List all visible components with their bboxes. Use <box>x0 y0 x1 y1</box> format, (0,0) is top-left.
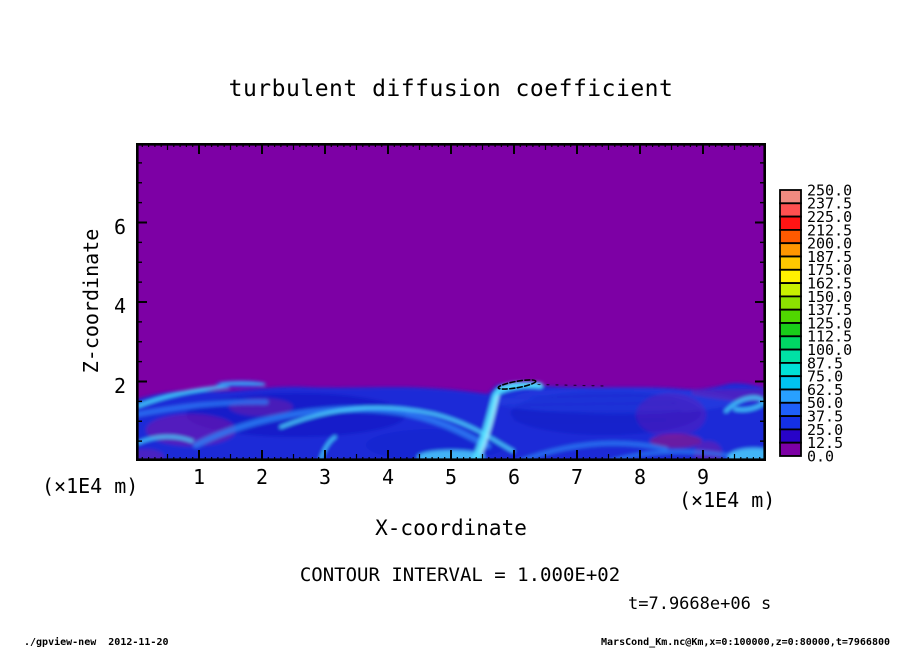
colorbar-cell <box>779 375 802 391</box>
x-tick-label: 1 <box>192 465 206 489</box>
turbulent-layer <box>136 380 766 461</box>
colorbar-cell <box>779 295 802 311</box>
colorbar-cell <box>779 255 802 271</box>
colorbar: 250.0237.5225.0212.5200.0187.5175.0162.5… <box>779 182 852 465</box>
colorbar-cell <box>779 215 802 231</box>
y-tick-label: 2 <box>113 373 126 398</box>
colorbar-cell <box>779 401 802 418</box>
x-tick-label: 7 <box>570 465 584 489</box>
colorbar-level-label: 162.5 <box>807 275 852 293</box>
footer-command-stamp: ./gpview-new 2012-11-20 <box>24 637 169 648</box>
colorbar-level-label: 150.0 <box>807 288 852 306</box>
x-tick-label: 8 <box>633 465 647 489</box>
x-tick-label: 6 <box>507 465 521 489</box>
x-tick-label: 4 <box>381 465 395 489</box>
colorbar-cell <box>779 415 802 431</box>
colorbar-level-label: 250.0 <box>807 182 852 199</box>
colorbar-cell <box>779 335 802 351</box>
colorbar-cell <box>779 282 802 298</box>
colorbar-level-label: 75.0 <box>807 368 843 386</box>
colorbar-cell <box>779 388 802 404</box>
x-tick-label: 2 <box>255 465 269 489</box>
colorbar-level-label: 0.0 <box>807 447 834 465</box>
colorbar-level-label: 187.5 <box>807 248 852 266</box>
colorbar-level-label: 112.5 <box>807 328 852 346</box>
colorbar-level-label: 62.5 <box>807 381 843 399</box>
colorbar-cell <box>779 202 802 218</box>
x-tick-label: 3 <box>318 465 332 489</box>
x-axis-unit-label: (×1E4 m) <box>679 488 776 512</box>
colorbar-level-label: 100.0 <box>807 341 852 359</box>
colorbar-level-label: 212.5 <box>807 221 852 239</box>
plot-frame <box>136 143 766 461</box>
colorbar-level-label: 25.0 <box>807 421 843 439</box>
chart-title: turbulent diffusion coefficient <box>228 76 674 102</box>
colorbar-cell <box>779 361 802 378</box>
colorbar-level-label: 237.5 <box>807 195 852 213</box>
colorbar-level-label: 87.5 <box>807 354 843 372</box>
colorbar-cell <box>779 242 802 258</box>
x-tick-label: 5 <box>444 465 458 489</box>
colorbar-cell <box>779 308 802 324</box>
y-tick-label: 6 <box>113 214 126 239</box>
x-tick-label: 9 <box>696 465 710 489</box>
colorbar-level-label: 137.5 <box>807 301 852 319</box>
colorbar-level-label: 225.0 <box>807 208 852 226</box>
y-axis-title: Z-coordinate <box>79 228 103 374</box>
x-axis-title: X-coordinate <box>375 516 527 540</box>
contour-interval-label: CONTOUR INTERVAL = 1.000E+02 <box>299 564 621 586</box>
plot-canvas <box>136 143 766 461</box>
colorbar-cell <box>779 229 802 245</box>
colorbar-cell <box>779 322 802 338</box>
colorbar-level-label: 37.5 <box>807 408 843 426</box>
footer-dataset-stamp: MarsCond_Km.nc@Km,x=0:100000,z=0:80000,t… <box>601 637 890 648</box>
colorbar-level-label: 125.0 <box>807 314 852 332</box>
colorbar-cell <box>779 348 802 364</box>
contour-line-100 <box>497 379 607 390</box>
colorbar-cell <box>779 268 802 285</box>
time-label: t=7.9668e+06 s <box>628 594 772 614</box>
y-tick-label: 4 <box>113 294 126 318</box>
y-axis-unit-label: (×1E4 m) <box>42 474 139 498</box>
colorbar-level-label: 175.0 <box>807 261 852 279</box>
colorbar-cell <box>779 441 802 457</box>
colorbar-cell <box>779 189 802 205</box>
colorbar-level-label: 12.5 <box>807 434 843 452</box>
colorbar-level-label: 200.0 <box>807 235 852 253</box>
colorbar-cell <box>779 428 802 444</box>
colorbar-level-label: 50.0 <box>807 394 843 412</box>
